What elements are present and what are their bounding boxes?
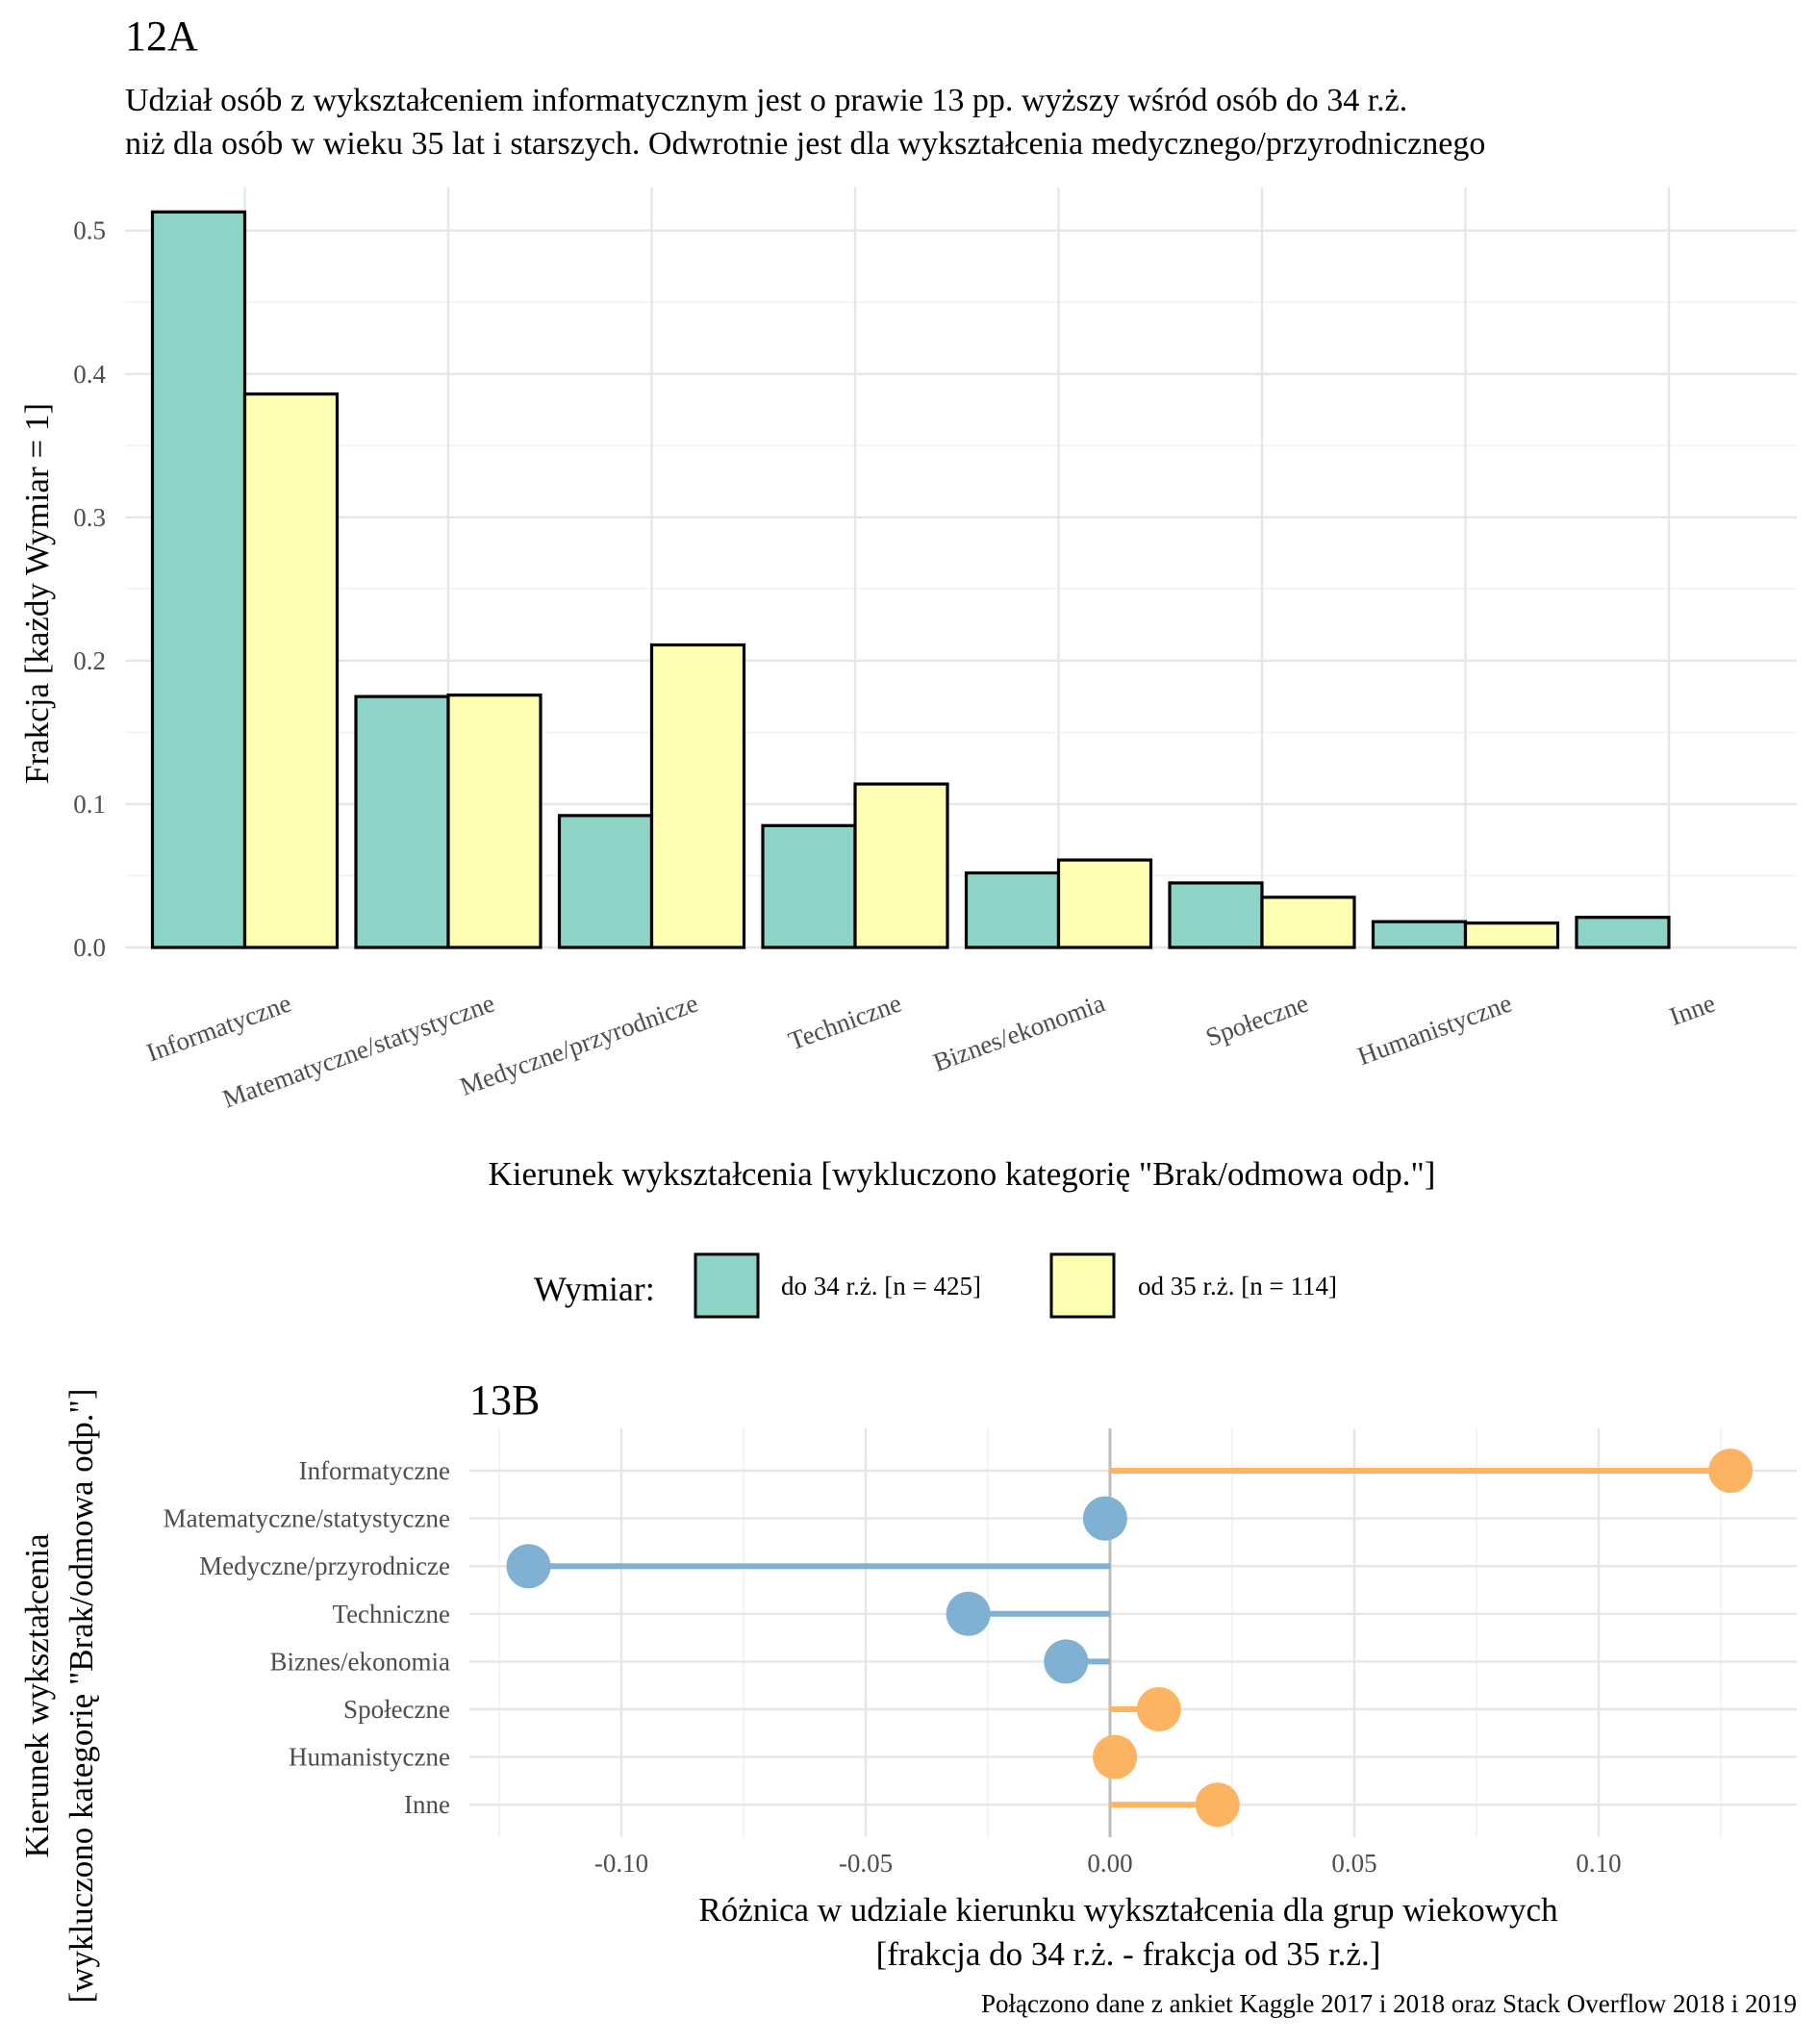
- panel-b-x-axis-label-line-1: Różnica w udziale kierunku wykształcenia…: [698, 1891, 1558, 1929]
- legend-swatch-older: [1049, 1252, 1116, 1319]
- bar-older-informatyczne: [242, 392, 340, 949]
- lollipop-point-spo-eczne: [1136, 1687, 1181, 1731]
- panel-a-subtitle-line-2: niż dla osób w wieku 35 lat i starszych.…: [125, 126, 1485, 162]
- panel-b-y-tick-label: Biznes/ekonomia: [270, 1647, 450, 1676]
- lollipop-point-inne: [1195, 1782, 1240, 1828]
- lollipop-point-informatyczne: [1708, 1449, 1754, 1493]
- panel-a-x-tick-label: Informatyczne: [142, 988, 294, 1067]
- panel-a-y-tick-label: 0.2: [73, 646, 106, 675]
- panel-a-y-tick-label: 0.3: [73, 503, 106, 532]
- panel-a-y-tick-label: 0.4: [73, 360, 106, 389]
- panel-b-y-tick-label: Społeczne: [343, 1695, 450, 1724]
- panel-b-x-tick-label: 0.05: [1331, 1849, 1376, 1878]
- lollipop-point-biznes-ekonomia: [1044, 1639, 1089, 1684]
- panel-b-y-tick-label: Inne: [404, 1790, 450, 1819]
- panel-a-x-tick-label: Biznes/ekonomia: [929, 988, 1108, 1076]
- panel-a-x-tick-label: Humanistyczne: [1353, 988, 1515, 1071]
- panel-a-y-tick-label: 0.1: [73, 790, 106, 819]
- panel-b-y-axis-label-line-2: [wykluczono kategorię "Brak/odmowa odp."…: [63, 1389, 100, 2004]
- lollipop-point-medyczne-przyrodnicze: [506, 1544, 551, 1589]
- panel-a-x-tick-label: Techniczne: [785, 988, 905, 1055]
- panel-b-x-ticks: -0.10 -0.05 0.00 0.05 0.10: [594, 1849, 1622, 1878]
- panel-b-x-tick-label: 0.10: [1576, 1849, 1621, 1878]
- panel-b-x-tick-label: -0.05: [839, 1849, 893, 1878]
- legend-label-young: do 34 r.ż. [n = 425]: [781, 1272, 981, 1300]
- bar-older-biznes-ekonomia: [1056, 858, 1153, 949]
- bar-young-techniczne: [761, 823, 857, 949]
- bar-young-spo-eczne: [1168, 881, 1264, 949]
- legend-title: Wymiar:: [534, 1270, 655, 1308]
- panel-a-y-tick-label: 0.5: [73, 216, 106, 245]
- bar-older-spo-eczne: [1260, 896, 1356, 949]
- panel-b-y-tick-label: Humanistyczne: [289, 1743, 450, 1772]
- panel-b-x-tick-label: -0.10: [594, 1849, 648, 1878]
- bar-young-biznes-ekonomia: [964, 871, 1061, 949]
- bar-older-medyczne-przyrodnicze: [649, 643, 746, 949]
- panel-a-x-tick-label: Inne: [1666, 988, 1719, 1031]
- legend-label-older: od 35 r.ż. [n = 114]: [1138, 1272, 1337, 1300]
- panel-b-y-tick-label: Informatyczne: [299, 1456, 450, 1485]
- bar-older-humanistyczne: [1463, 921, 1560, 949]
- bar-young-matematyczne-statystyczne: [354, 694, 450, 949]
- bar-young-humanistyczne: [1371, 920, 1468, 949]
- panel-a-x-tick-label: Społeczne: [1202, 988, 1313, 1051]
- panel-b-tag: 13B: [469, 1376, 540, 1424]
- lollipop-point-humanistyczne: [1093, 1734, 1138, 1779]
- panel-b-y-axis-label: Kierunek wykształcenia [wykluczono kateg…: [18, 1389, 100, 2004]
- bar-young-medyczne-przyrodnicze: [557, 814, 654, 949]
- panel-b-y-tick-label: Techniczne: [332, 1600, 450, 1628]
- panel-b-y-ticks: Informatyczne Matematyczne/statystyczne Me…: [164, 1456, 450, 1819]
- panel-b-x-axis-label-line-2: [frakcja do 34 r.ż. - frakcja od 35 r.ż.…: [876, 1935, 1381, 1973]
- bar-older-matematyczne-statystyczne: [446, 694, 543, 949]
- legend-swatch-young: [694, 1252, 760, 1319]
- bar-older-techniczne: [853, 782, 949, 949]
- legend: Wymiar: do 34 r.ż. [n = 425] od 35 r.ż. …: [534, 1252, 1337, 1319]
- panel-a-y-axis-label: Frakcja [każdy Wymiar = 1]: [18, 403, 56, 784]
- panel-a-x-axis-label: Kierunek wykształcenia [wykluczono kateg…: [489, 1155, 1436, 1193]
- panel-a-tag: 12A: [125, 13, 198, 60]
- bar-young-informatyczne: [150, 210, 247, 949]
- lollipop-point-matematyczne-statystyczne: [1082, 1496, 1127, 1541]
- panel-b-y-tick-label: Medyczne/przyrodnicze: [199, 1552, 450, 1580]
- panel-a-subtitle-line-1: Udział osób z wykształceniem informatycz…: [125, 83, 1407, 118]
- caption: Połączono dane z ankiet Kaggle 2017 i 20…: [981, 1989, 1797, 2018]
- panel-a-y-ticks: 0.0 0.1 0.2 0.3 0.4 0.5: [73, 216, 106, 962]
- panel-b-grid: [469, 1428, 1797, 1837]
- lollipop-point-techniczne: [946, 1591, 991, 1636]
- panel-b-y-tick-label: Matematyczne/statystyczne: [164, 1504, 450, 1533]
- bar-young-inne: [1575, 916, 1671, 949]
- panel-b-x-tick-label: 0.00: [1087, 1849, 1132, 1878]
- panel-a-x-ticks: InformatyczneMatematyczne/statystyczneMe…: [142, 988, 1719, 1113]
- panel-a-bars: [150, 210, 1671, 949]
- panel-a-y-tick-label: 0.0: [73, 933, 106, 962]
- panel-b-y-axis-label-line-1: Kierunek wykształcenia: [18, 1533, 56, 1858]
- panel-b-lollipops: [506, 1449, 1754, 1828]
